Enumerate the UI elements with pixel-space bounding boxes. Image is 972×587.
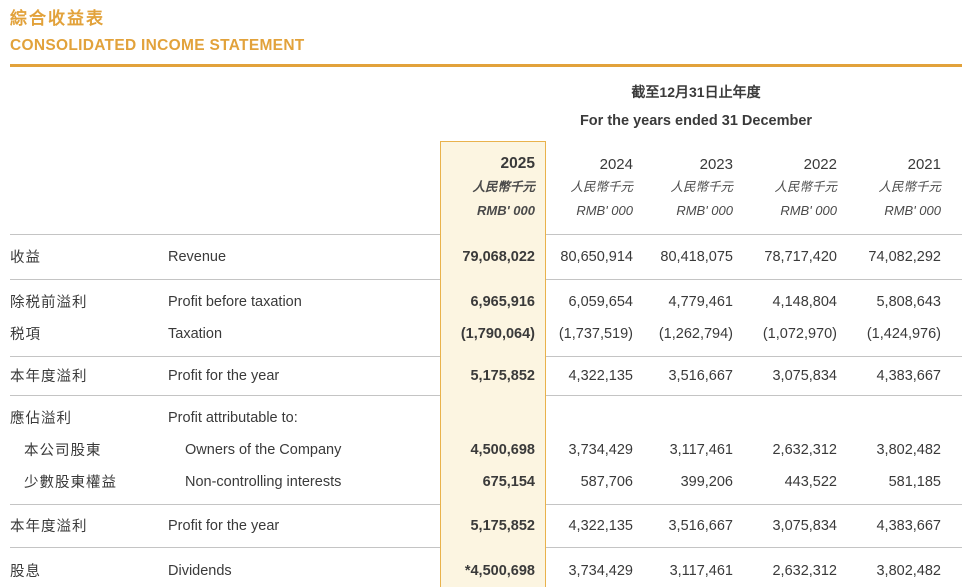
- unit-zh-2021: 人民幣千元: [878, 179, 941, 194]
- label-zh: 税項: [10, 327, 41, 343]
- value-2021: 4,383,667: [876, 517, 941, 534]
- value-2022: 2,632,312: [772, 562, 837, 579]
- unit-row-en: RMB' 000 RMB' 000 RMB' 000 RMB' 000 RMB'…: [10, 198, 962, 223]
- label-en: Revenue: [168, 248, 227, 265]
- value-2021: (1,424,976): [866, 325, 941, 342]
- value-2024: 3,734,429: [568, 562, 633, 579]
- group-taxation: 除税前溢利 Profit before taxation 6,965,916 6…: [10, 278, 962, 356]
- row-profit-for-the-year-total: 本年度溢利 Profit for the year 5,175,852 4,32…: [10, 515, 962, 537]
- label-en: Profit for the year: [168, 367, 280, 384]
- column-header-2024: 2024: [599, 155, 633, 173]
- row-profit-for-the-year: 本年度溢利 Profit for the year 5,175,852 4,32…: [10, 365, 962, 387]
- column-header-2025: 2025: [500, 154, 535, 172]
- value-2023: 3,516,667: [668, 367, 733, 384]
- value-2025: *4,500,698: [464, 562, 535, 579]
- row-dividends: 股息 Dividends *4,500,698 3,734,429 3,117,…: [10, 560, 962, 582]
- label-zh: 本公司股東: [24, 443, 102, 459]
- unit-zh-2024: 人民幣千元: [570, 179, 633, 194]
- value-2022: 3,075,834: [772, 367, 837, 384]
- value-2023: (1,262,794): [658, 325, 733, 342]
- label-en: Profit before taxation: [168, 293, 302, 310]
- value-2021: 4,383,667: [876, 367, 941, 384]
- value-2024: 587,706: [580, 473, 633, 490]
- period-header-zh: 截至12月31日止年度: [631, 83, 761, 100]
- value-2023: 3,117,461: [669, 441, 733, 458]
- value-2025: (1,790,064): [460, 325, 535, 342]
- value-2021: 74,082,292: [868, 248, 941, 265]
- value-2024: (1,737,519): [558, 325, 633, 342]
- value-2025: 79,068,022: [462, 248, 535, 265]
- value-2024: 6,059,654: [568, 293, 633, 310]
- year-header-row: 2025 2024 2023 2022 2021: [10, 143, 962, 173]
- value-2024: 4,322,135: [568, 517, 633, 534]
- page-title-zh: 綜合收益表: [10, 9, 105, 28]
- label-zh: 除税前溢利: [10, 295, 88, 311]
- label-zh: 收益: [10, 250, 41, 266]
- value-2025: 5,175,852: [470, 367, 535, 384]
- value-2025: 6,965,916: [470, 293, 535, 310]
- label-en: Taxation: [168, 325, 223, 342]
- group-attributable: 應佔溢利 Profit attributable to: 本公司股東 Owner…: [10, 394, 962, 504]
- column-header-2021: 2021: [907, 155, 941, 173]
- value-2025: 4,500,698: [470, 441, 535, 458]
- label-en: Profit attributable to:: [168, 409, 298, 426]
- label-zh: 本年度溢利: [10, 369, 88, 385]
- column-header-2023: 2023: [699, 155, 733, 173]
- value-2021: 5,808,643: [876, 293, 941, 310]
- income-statement-table: 截至12月31日止年度 For the years ended 31 Decem…: [10, 83, 962, 587]
- value-2025: 5,175,852: [470, 517, 535, 534]
- value-2023: 399,206: [680, 473, 733, 490]
- label-zh: 應佔溢利: [10, 411, 72, 427]
- page-title-en: CONSOLIDATED INCOME STATEMENT: [10, 37, 305, 54]
- row-non-controlling-interests: 少數股東權益 Non-controlling interests 675,154…: [10, 471, 962, 493]
- value-2024: 80,650,914: [560, 248, 633, 265]
- value-2022: 78,717,420: [764, 248, 837, 265]
- label-en: Dividends: [168, 562, 232, 579]
- unit-en-2022: RMB' 000: [780, 202, 837, 218]
- value-2024: 3,734,429: [568, 441, 633, 458]
- value-2023: 3,516,667: [668, 517, 733, 534]
- unit-row-zh: 人民幣千元 人民幣千元 人民幣千元 人民幣千元 人民幣千元: [10, 173, 962, 198]
- row-taxation: 税項 Taxation (1,790,064) (1,737,519) (1,2…: [10, 323, 962, 345]
- value-2022: 4,148,804: [772, 293, 837, 310]
- label-en: Profit for the year: [168, 517, 280, 534]
- row-owners-of-the-company: 本公司股東 Owners of the Company 4,500,698 3,…: [10, 439, 962, 461]
- table-body: 收益 Revenue 79,068,022 80,650,914 80,418,…: [10, 233, 962, 587]
- unit-en-2024: RMB' 000: [576, 202, 633, 218]
- value-2022: (1,072,970): [762, 325, 837, 342]
- label-zh: 少數股東權益: [24, 475, 117, 491]
- row-revenue: 收益 Revenue 79,068,022 80,650,914 80,418,…: [10, 246, 962, 268]
- value-2023: 80,418,075: [660, 248, 733, 265]
- period-header-en: For the years ended 31 December: [579, 112, 813, 129]
- title-rule: [10, 64, 962, 67]
- current-year-highlight-column: [440, 140, 546, 587]
- unit-zh-2025: 人民幣千元: [472, 179, 535, 194]
- value-2022: 443,522: [784, 473, 837, 490]
- label-zh: 股息: [10, 564, 41, 580]
- column-header-2022: 2022: [803, 155, 837, 173]
- unit-en-2025: RMB' 000: [477, 202, 535, 218]
- unit-zh-2023: 人民幣千元: [670, 179, 733, 194]
- value-2021: 3,802,482: [876, 441, 941, 458]
- period-header: 截至12月31日止年度 For the years ended 31 Decem…: [440, 83, 952, 131]
- value-2022: 3,075,834: [772, 517, 837, 534]
- value-2021: 581,185: [888, 473, 941, 490]
- row-profit-before-taxation: 除税前溢利 Profit before taxation 6,965,916 6…: [10, 291, 962, 313]
- unit-en-2021: RMB' 000: [884, 202, 941, 218]
- value-2022: 2,632,312: [772, 441, 837, 458]
- label-en: Owners of the Company: [185, 441, 342, 458]
- label-zh: 本年度溢利: [10, 519, 88, 535]
- label-en: Non-controlling interests: [185, 473, 342, 490]
- value-2024: 4,322,135: [568, 367, 633, 384]
- value-2025: 675,154: [482, 473, 535, 490]
- unit-en-2023: RMB' 000: [676, 202, 733, 218]
- unit-zh-2022: 人民幣千元: [774, 179, 837, 194]
- value-2023: 4,779,461: [668, 293, 733, 310]
- value-2023: 3,117,461: [669, 562, 733, 579]
- row-profit-attributable-header: 應佔溢利 Profit attributable to:: [10, 407, 962, 429]
- value-2021: 3,802,482: [876, 562, 941, 579]
